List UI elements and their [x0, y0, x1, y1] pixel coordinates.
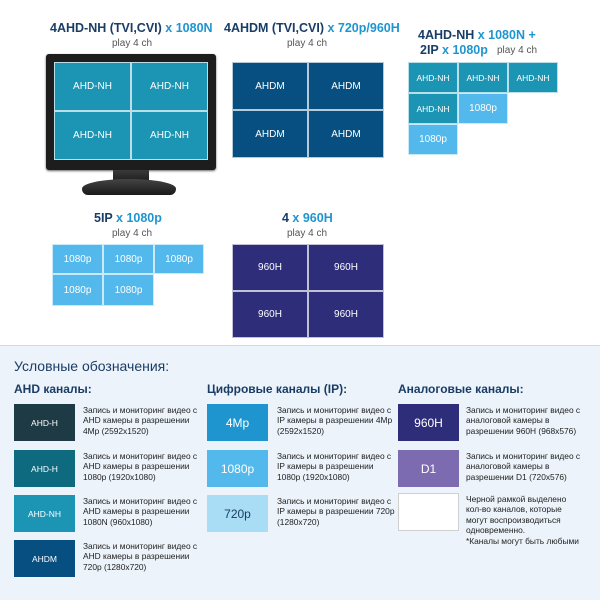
monitor-screen: AHD-NH AHD-NH AHD-NH AHD-NH — [54, 62, 208, 160]
mode1-tile: AHD-NH — [131, 111, 208, 160]
mode4-tile: 1080p — [52, 244, 103, 274]
legend-panel — [0, 345, 600, 600]
legend-desc-ahd-1080p: Запись и мониторинг видео с AHD камеры в… — [83, 451, 198, 482]
mode5-tile: 960H — [308, 291, 384, 338]
legend-swatch-ip-1080p: 1080p — [207, 450, 268, 487]
mode1-title-main: 4AHD-NH (TVI,CVI) — [50, 21, 162, 35]
mode3-title-line1-main: 4AHD-NH — [418, 28, 475, 42]
mode3-tile: 1080p — [408, 124, 458, 155]
mode3-tile: AHD-NH — [408, 93, 458, 124]
legend-swatch-frame — [398, 493, 459, 531]
mode5-subtitle: play 4 ch — [287, 228, 328, 239]
mode5-tile: 960H — [308, 244, 384, 291]
legend-desc-960h: Запись и мониторинг видео с аналоговой к… — [466, 405, 581, 436]
mode4-tile: 1080p — [103, 274, 154, 306]
legend-desc-ip-720p: Запись и мониторинг видео с IP камеры в … — [277, 496, 395, 527]
mode3-title-line2-main: 2IP — [420, 43, 439, 57]
mode1-subtitle: play 4 ch — [112, 38, 153, 49]
legend-swatch-ahd-4mp: AHD-H — [14, 404, 75, 441]
mode5-title: 4 x 960H — [282, 211, 333, 225]
monitor: AHD-NH AHD-NH AHD-NH AHD-NH — [46, 54, 216, 170]
monitor-base — [82, 179, 176, 195]
analog-channels-heading: Аналоговые каналы: — [398, 382, 524, 396]
mode2-title-main: 4AHDM (TVI,CVI) — [224, 21, 324, 35]
mode4-tile: 1080p — [52, 274, 103, 306]
mode1-tile: AHD-NH — [131, 62, 208, 111]
mode4-title-accent: x 1080p — [112, 211, 162, 225]
mode5-tile: 960H — [232, 291, 308, 338]
mode2-title: 4AHDM (TVI,CVI) x 720p/960H — [224, 21, 400, 35]
legend-desc-d1: Запись и мониторинг видео с аналоговой к… — [466, 451, 581, 482]
mode4-tile: 1080p — [103, 244, 154, 274]
mode2-tile: AHDM — [232, 110, 308, 158]
legend-swatch-ahd-1080n: AHD-NH — [14, 495, 75, 532]
legend-desc-ip-1080p: Запись и мониторинг видео с IP камеры в … — [277, 451, 392, 482]
mode2-title-accent: x 720p/960H — [324, 21, 400, 35]
legend-desc-ahd-4mp: Запись и мониторинг видео с AHD камеры в… — [83, 405, 198, 436]
mode1-title: 4AHD-NH (TVI,CVI) x 1080N — [50, 21, 213, 35]
mode3-title-line2-accent: x 1080p — [438, 43, 488, 57]
legend-swatch-ip-720p: 720p — [207, 495, 268, 532]
mode1-tile: AHD-NH — [54, 62, 131, 111]
mode4-subtitle: play 4 ch — [112, 228, 153, 239]
ahd-channels-heading: AHD каналы: — [14, 382, 92, 396]
ip-channels-heading: Цифровые каналы (IP): — [207, 382, 348, 396]
legend-swatch-ahdm: AHDM — [14, 540, 75, 577]
mode5-tile: 960H — [232, 244, 308, 291]
monitor-stand — [113, 170, 149, 180]
mode1-tile: AHD-NH — [54, 111, 131, 160]
mode3-tile: AHD-NH — [508, 62, 558, 93]
mode5-title-accent: x 960H — [288, 211, 333, 225]
mode4-title-main: 5IP — [94, 211, 113, 225]
legend-desc-ip-4mp: Запись и мониторинг видео с IP камеры в … — [277, 405, 393, 436]
mode3-title-line2: 2IP x 1080p — [420, 43, 488, 57]
legend-desc-ahd-1080n: Запись и мониторинг видео с AHD камеры в… — [83, 496, 198, 527]
legend-swatch-d1: D1 — [398, 450, 459, 487]
mode3-title-line1-accent: x 1080N + — [474, 28, 536, 42]
mode3-tile: AHD-NH — [458, 62, 508, 93]
mode2-subtitle: play 4 ch — [287, 38, 328, 49]
mode2-tile: AHDM — [308, 110, 384, 158]
mode2-tile: AHDM — [232, 62, 308, 110]
legend-desc-frame: Черной рамкой выделено кол-во каналов, к… — [466, 494, 567, 536]
mode5-title-main: 4 — [282, 211, 289, 225]
legend-title: Условные обозначения: — [14, 358, 170, 374]
legend-note-any-channels: *Каналы могут быть любыми — [466, 536, 579, 546]
legend-desc-ahdm: Запись и мониторинг видео с AHD камеры в… — [83, 541, 198, 572]
mode3-tile: 1080p — [458, 93, 508, 124]
mode1-title-accent: x 1080N — [161, 21, 213, 35]
legend-swatch-ip-4mp: 4Mp — [207, 404, 268, 441]
mode3-tile: AHD-NH — [408, 62, 458, 93]
mode4-title: 5IP x 1080p — [94, 211, 162, 225]
mode3-subtitle: play 4 ch — [497, 45, 538, 56]
mode3-title-line1: 4AHD-NH x 1080N + — [418, 28, 536, 42]
mode2-tile: AHDM — [308, 62, 384, 110]
legend-swatch-ahd-1080p: AHD-H — [14, 450, 75, 487]
legend-swatch-960h: 960H — [398, 404, 459, 441]
mode4-tile: 1080p — [154, 244, 204, 274]
